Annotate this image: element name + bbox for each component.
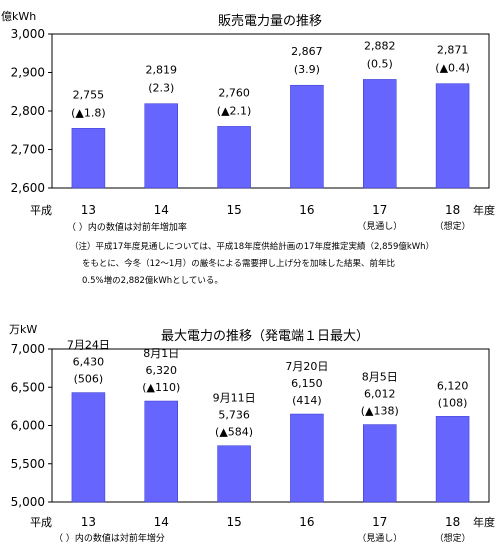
chart2-xtick-label: 17 <box>372 515 387 529</box>
chart1-value-label: 2,819 <box>146 64 178 77</box>
chart2-xprefix: 平成 <box>30 516 52 529</box>
chart2-xtick-label: 15 <box>226 515 241 529</box>
chart2-paren-note: （ ）内の数値は対前年増分 <box>54 532 165 544</box>
chart2-xtick-label: 14 <box>154 515 169 529</box>
chart1-bar <box>144 103 178 189</box>
chart2-date-label: 8月1日 <box>143 347 179 360</box>
chart2-bar <box>217 445 251 503</box>
chart1-bar <box>290 84 324 189</box>
chart2-value-label: 5,736 <box>218 409 250 422</box>
chart2-xtick-note: （想定） <box>435 532 471 544</box>
chart2-date-label: 8月5日 <box>362 371 398 384</box>
chart1-bar <box>217 126 251 189</box>
chart1-value-label: 2,882 <box>364 39 396 52</box>
chart2-ytick-label: 6,500 <box>11 380 45 394</box>
chart1-footnote-line1: （注）平成17年度見通しについては、平成18年度供給計画の17年度推定実績（2,… <box>70 241 434 252</box>
chart2-value-label: 6,150 <box>291 377 323 390</box>
chart2-date-label: 7月24日 <box>67 339 110 352</box>
chart2-xtick-note: （見通し） <box>357 533 402 544</box>
chart1-plot-area <box>51 33 490 189</box>
chart-peak: 万kW 最大電力の推移（発電端１日最大） 5,000 5,500 6,000 6,50… <box>9 323 495 544</box>
chart2-xtick-label: 18 <box>445 515 460 529</box>
chart1-value-label: 2,867 <box>291 45 323 58</box>
chart2-ytick-label: 5,500 <box>11 457 45 471</box>
chart2-xsuffix: 年度 <box>473 515 495 529</box>
chart1-footnote-line3: 0.5%増の2,882億kWhとしている。 <box>82 275 223 286</box>
chart1-xtick-label: 16 <box>299 203 314 217</box>
chart1-value-label: 2,760 <box>218 86 250 99</box>
chart1-xtick-label: 14 <box>154 203 169 217</box>
chart2-date-label: 7月20日 <box>285 360 328 373</box>
chart2-value-label: 6,320 <box>146 364 178 377</box>
chart1-xprefix: 平成 <box>30 204 52 217</box>
chart1-ytick-label: 2,600 <box>11 181 45 195</box>
chart2-bar <box>290 413 324 503</box>
chart2-change-label: (506) <box>74 373 104 386</box>
chart1-change-label: (▲1.8) <box>71 106 106 119</box>
chart1-bar <box>435 83 470 189</box>
chart2-value-label: 6,012 <box>364 388 396 401</box>
chart1-change-label: (3.9) <box>294 63 320 76</box>
chart2-bar <box>144 400 178 503</box>
chart1-footnote-line2: をもとに、今冬（12～1月）の厳冬による需要押し上げ分を加味した結果、前年比 <box>82 258 395 269</box>
chart1-ytick-label: 2,800 <box>11 104 45 118</box>
chart1-xsuffix: 年度 <box>473 203 495 217</box>
chart1-xtick-label: 15 <box>226 203 241 217</box>
chart2-title: 最大電力の推移（発電端１日最大） <box>161 329 369 344</box>
chart2-date-label: 9月11日 <box>213 392 256 405</box>
chart1-xtick-note: （見通し） <box>357 221 402 232</box>
chart2-ytick-label: 7,000 <box>11 342 45 356</box>
chart2-ytick-label: 5,000 <box>11 495 45 509</box>
chart2-bar <box>71 392 106 503</box>
chart1-change-label: (2.3) <box>148 82 174 95</box>
chart2-xtick-label: 16 <box>299 515 314 529</box>
chart1-title: 販売電力量の推移 <box>218 13 322 29</box>
chart2-change-label: (▲584) <box>215 426 253 439</box>
chart2-value-label: 6,120 <box>437 379 469 392</box>
chart2-change-label: (▲138) <box>361 405 399 418</box>
chart2-ytick-label: 6,000 <box>11 419 45 433</box>
chart1-xtick-label: 13 <box>81 203 96 217</box>
chart1-value-label: 2,755 <box>73 88 105 101</box>
chart1-ytick-label: 2,700 <box>11 143 45 157</box>
chart1-xtick-note: （想定） <box>435 220 471 232</box>
chart2-bar <box>363 424 397 503</box>
chart2-change-label: (108) <box>438 396 468 409</box>
chart2-ylabel: 万kW <box>9 323 37 336</box>
chart2-value-label: 6,430 <box>73 356 105 369</box>
chart2-plot-area <box>51 348 490 503</box>
chart1-ylabel: 億kWh <box>1 10 36 23</box>
chart2-xtick-label: 13 <box>81 515 96 529</box>
chart1-change-label: (▲2.1) <box>217 104 252 117</box>
chart1-paren-note: （ ）内の数値は対前年増加率 <box>67 221 187 233</box>
chart2-change-label: (▲110) <box>142 381 180 394</box>
chart1-change-label: (▲0.4) <box>435 62 470 75</box>
chart1-xtick-label: 17 <box>372 203 387 217</box>
chart-sales: 億kWh 販売電力量の推移 2,6002,7002,8002,9003,000 … <box>1 10 495 286</box>
chart1-bar <box>71 128 106 189</box>
chart1-xtick-label: 18 <box>445 203 460 217</box>
chart1-value-label: 2,871 <box>437 44 469 57</box>
chart1-change-label: (0.5) <box>367 57 393 70</box>
chart1-ytick-label: 2,900 <box>11 66 45 80</box>
chart2-bar <box>435 416 470 503</box>
chart1-ytick-label: 3,000 <box>11 27 45 41</box>
chart2-change-label: (414) <box>292 394 322 407</box>
chart1-bar <box>363 79 397 189</box>
